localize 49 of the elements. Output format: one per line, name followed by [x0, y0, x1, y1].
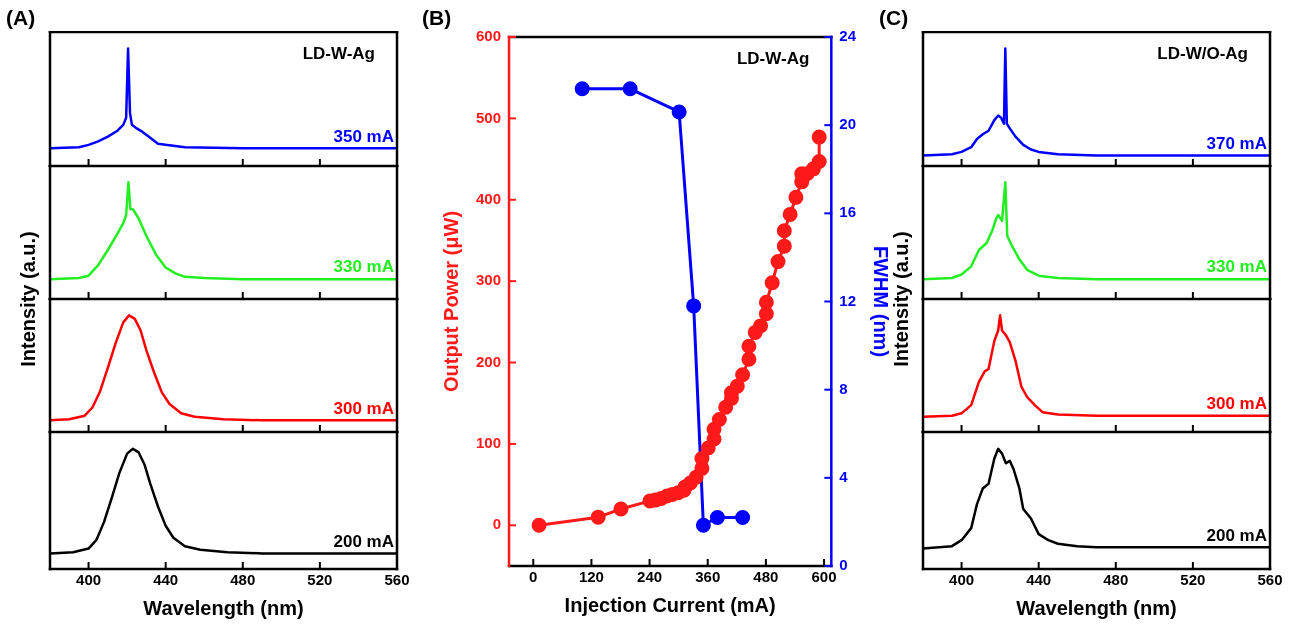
y-tick-label: 500 — [476, 108, 502, 126]
series-label: 200 mA — [333, 531, 394, 551]
x-tick-label: 520 — [307, 571, 333, 589]
y2-tick-label: 4 — [839, 467, 849, 485]
x-tick-label: 360 — [695, 568, 721, 586]
chart-title: (B) — [422, 6, 452, 30]
y-tick-label: 100 — [476, 434, 502, 452]
x-tick-label: 400 — [76, 571, 102, 589]
series-label: 330 mA — [333, 257, 394, 277]
y-tick-label: 300 — [476, 271, 502, 289]
series-label: 370 mA — [1206, 133, 1267, 153]
x-tick-label: 560 — [384, 571, 410, 589]
series-label: 300 mA — [333, 398, 394, 418]
chart-title: (C) — [879, 6, 909, 30]
x-tick-label: 520 — [1180, 571, 1206, 589]
x-tick-label: 0 — [529, 568, 538, 586]
y2-tick-label: 20 — [839, 115, 856, 133]
series-label: 200 mA — [1206, 525, 1267, 545]
annotation: LD-W-Ag — [736, 49, 810, 69]
y2-tick-label: 0 — [839, 556, 848, 574]
y-tick-label: 400 — [476, 189, 502, 207]
y-axis-title: Intensity (a.u.) — [16, 231, 40, 367]
annotation: LD-W-Ag — [302, 44, 375, 64]
annotation: LD-W/O-Ag — [1157, 44, 1248, 64]
x-tick-label: 480 — [1103, 571, 1129, 589]
y-tick-label: 200 — [476, 352, 502, 370]
y2-tick-label: 8 — [839, 379, 848, 397]
x-tick-label: 120 — [578, 568, 604, 586]
x-tick-label: 440 — [1026, 571, 1052, 589]
x-tick-label: 400 — [949, 571, 975, 589]
y-tick-label: 600 — [476, 27, 502, 45]
x-axis-title: Wavelength (nm) — [143, 596, 304, 619]
x-axis-title: Injection Current (mA) — [564, 593, 776, 616]
y-tick-label: 0 — [492, 515, 502, 533]
x-tick-label: 480 — [230, 571, 256, 589]
chart-title: (A) — [6, 6, 36, 30]
x-tick-label: 240 — [637, 568, 663, 586]
x-tick-label: 480 — [753, 568, 779, 586]
x-tick-label: 600 — [811, 568, 837, 586]
x-tick-label: 560 — [1257, 571, 1283, 589]
x-axis-title: Wavelength (nm) — [1016, 596, 1177, 619]
series-label: 350 mA — [333, 126, 394, 146]
x-tick-label: 440 — [153, 571, 179, 589]
series-label: 330 mA — [1206, 257, 1267, 277]
y-axis-title: Output Power (μW) — [439, 210, 462, 393]
y2-tick-label: 24 — [839, 27, 857, 45]
y2-tick-label: 16 — [839, 203, 856, 221]
series-label: 300 mA — [1206, 393, 1267, 413]
y2-tick-label: 12 — [839, 291, 856, 309]
